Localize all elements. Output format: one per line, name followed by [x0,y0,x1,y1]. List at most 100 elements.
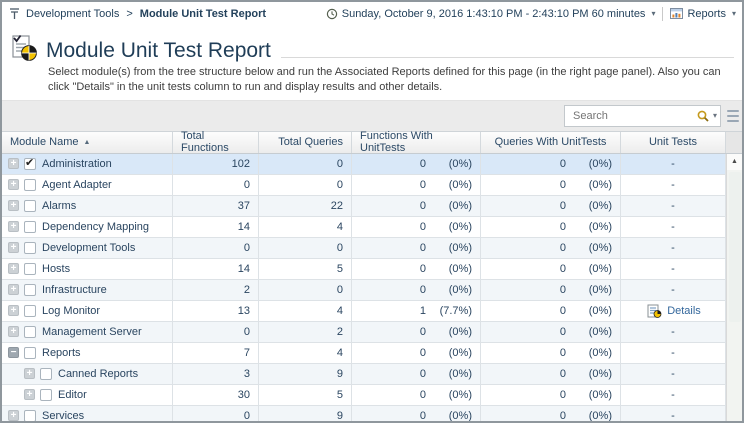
expander-button[interactable]: + [24,389,35,401]
qwu-count: 0 [559,409,566,422]
module-label: Editor [58,388,87,401]
table-row[interactable]: + Development Tools 0 0 0 (0%) 0 (0%) - [2,237,726,259]
table-row[interactable]: + Editor 30 5 0 (0%) 0 (0%) - [2,384,726,406]
module-checkbox[interactable] [40,388,52,401]
module-checkbox[interactable] [24,304,36,317]
module-checkbox[interactable] [24,409,36,421]
unit-tests-cell: - [621,279,726,300]
functions-with-unittests-cell: 0 (0%) [352,279,481,300]
fwu-pct: (0%) [448,178,472,191]
sort-asc-icon: ▲ [83,138,91,146]
fwu-pct: (7.7%) [439,304,472,317]
module-checkbox[interactable] [24,262,36,275]
qwu-pct: (0%) [588,262,612,275]
topbar-divider [662,6,664,21]
total-queries-cell: 0 [259,237,352,258]
table-row[interactable]: − Reports 7 4 0 (0%) 0 (0%) - [2,342,726,364]
table-row[interactable]: + Management Server 0 2 0 (0%) 0 (0%) - [2,321,726,343]
queries-with-unittests-cell: 0 (0%) [481,216,621,237]
expander-button[interactable]: − [8,347,19,359]
search-icon[interactable] [696,109,710,123]
total-queries-cell: 5 [259,384,352,405]
expander-button[interactable]: + [8,158,19,170]
column-header-total-queries[interactable]: Total Queries [259,131,352,153]
expander-button[interactable]: + [8,305,19,317]
expander-button[interactable]: + [8,410,19,421]
module-checkbox[interactable] [24,220,36,233]
breadcrumb-separator: > [126,7,133,20]
time-range-caret-icon[interactable]: ▾ [651,9,656,18]
table-row[interactable]: + Hosts 14 5 0 (0%) 0 (0%) - [2,258,726,280]
module-checkbox[interactable] [24,241,36,254]
module-checkbox[interactable] [24,283,36,296]
details-report-icon[interactable] [647,304,662,318]
name-cell: + Hosts [2,258,173,279]
module-checkbox[interactable] [24,325,36,338]
module-label: Log Monitor [42,304,101,317]
module-checkbox[interactable] [24,346,36,359]
fwu-pct: (0%) [448,283,472,296]
search-box[interactable]: ▾ [564,104,721,127]
module-checkbox[interactable] [40,367,52,380]
total-queries-cell: 4 [259,300,352,321]
fwu-pct: (0%) [448,262,472,275]
vertical-scrollbar[interactable]: ▲ [726,153,742,421]
qwu-count: 0 [559,388,566,401]
column-header-module-name[interactable]: Module Name ▲ [2,131,173,153]
table-row[interactable]: + Log Monitor 13 4 1 (7.7%) 0 (0%) Detai… [2,300,726,322]
expander-button[interactable]: + [8,242,19,254]
total-queries-cell: 5 [259,258,352,279]
functions-with-unittests-cell: 1 (7.7%) [352,300,481,321]
module-checkbox[interactable] [24,178,36,191]
table-row[interactable]: + Administration 102 0 0 (0%) 0 (0%) - [2,153,726,175]
expander-button[interactable]: + [8,263,19,275]
table-row[interactable]: + Infrastructure 2 0 0 (0%) 0 (0%) - [2,279,726,301]
column-header-queries-with-unittests[interactable]: Queries With UnitTests [481,131,621,153]
functions-with-unittests-cell: 0 (0%) [352,258,481,279]
expander-button[interactable]: + [24,368,35,380]
name-cell: + Log Monitor [2,300,173,321]
grid-options-icon[interactable] [727,109,739,123]
expander-button[interactable]: + [8,200,19,212]
module-checkbox[interactable] [24,156,36,170]
module-label: Agent Adapter [42,178,112,191]
breadcrumb-parent[interactable]: Development Tools [26,7,120,20]
qwu-count: 0 [559,283,566,296]
reports-menu-button[interactable]: Reports ▾ [670,8,736,20]
total-queries-cell: 0 [259,153,352,174]
functions-with-unittests-cell: 0 (0%) [352,363,481,384]
expander-button[interactable]: + [8,326,19,338]
unit-tests-cell: - [621,153,726,174]
scrollbar-thumb[interactable] [728,171,741,322]
search-input[interactable] [571,108,696,123]
table-row[interactable]: + Alarms 37 22 0 (0%) 0 (0%) - [2,195,726,217]
table-row[interactable]: + Services 0 9 0 (0%) 0 (0%) - [2,405,726,422]
name-cell: + Development Tools [2,237,173,258]
expander-button[interactable]: + [8,221,19,233]
column-header-functions-with-unittests[interactable]: Functions With UnitTests [352,130,481,154]
qwu-pct: (0%) [588,388,612,401]
fwu-pct: (0%) [448,199,472,212]
queries-with-unittests-cell: 0 (0%) [481,174,621,195]
total-queries-cell: 4 [259,216,352,237]
time-range-selector[interactable]: Sunday, October 9, 2016 1:43:10 PM - 2:4… [326,8,656,20]
expander-button[interactable]: + [8,179,19,191]
search-options-caret-icon[interactable]: ▾ [712,111,717,121]
name-cell: + Management Server [2,321,173,342]
column-header-total-functions[interactable]: Total Functions [173,130,259,154]
module-table: Module Name ▲ Total Functions Total Quer… [2,130,742,422]
expander-button[interactable]: + [8,284,19,296]
total-functions-cell: 14 [173,258,259,279]
up-level-icon[interactable] [8,7,21,20]
details-link[interactable]: Details [667,304,701,317]
total-queries-cell: 22 [259,195,352,216]
qwu-count: 0 [559,325,566,338]
fwu-count: 0 [419,199,426,212]
module-checkbox[interactable] [24,199,36,212]
column-header-unit-tests[interactable]: Unit Tests [621,131,726,153]
table-row[interactable]: + Canned Reports 3 9 0 (0%) 0 (0%) - [2,363,726,385]
table-row[interactable]: + Agent Adapter 0 0 0 (0%) 0 (0%) - [2,174,726,196]
table-row[interactable]: + Dependency Mapping 14 4 0 (0%) 0 (0%) … [2,216,726,238]
scroll-up-icon[interactable]: ▲ [727,153,742,170]
qwu-pct: (0%) [588,304,612,317]
